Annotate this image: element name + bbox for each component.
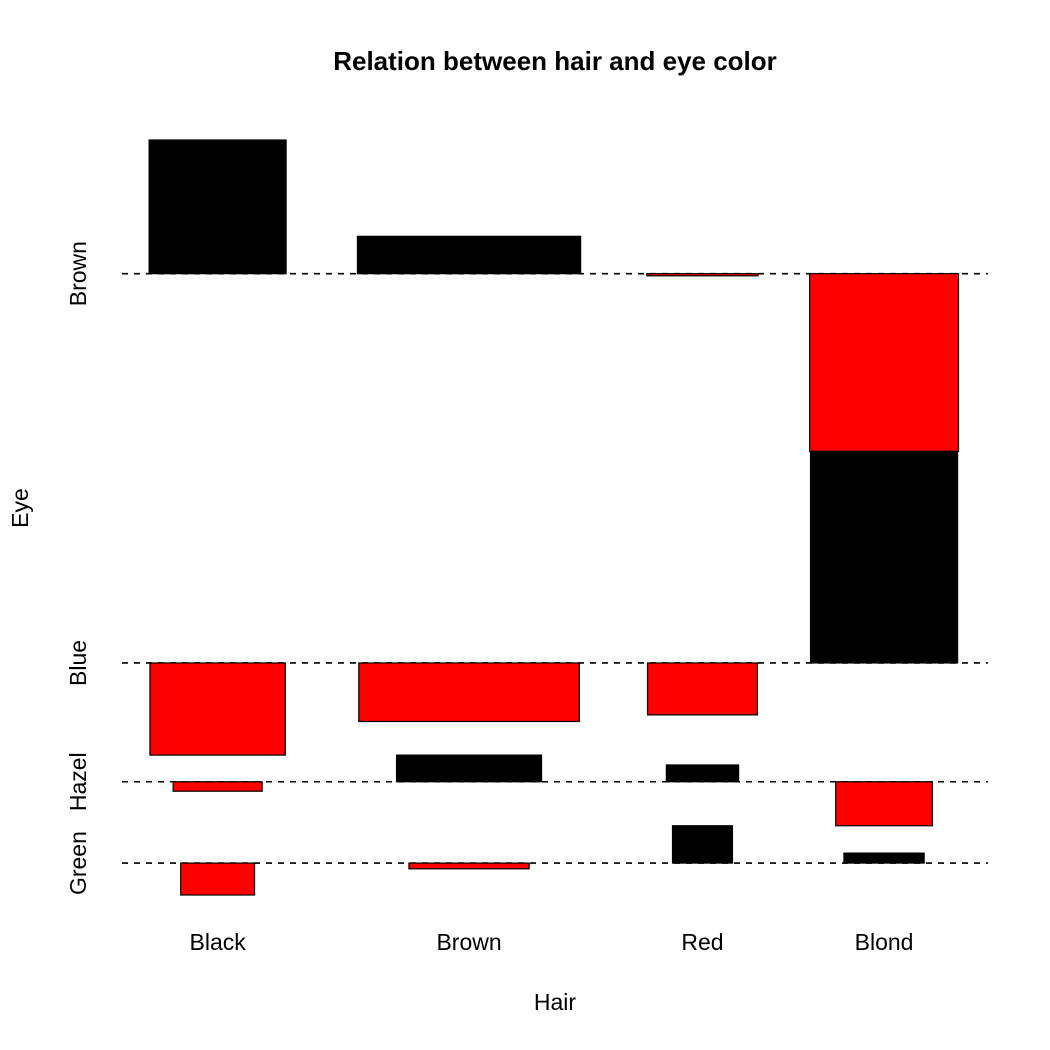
bar-red-brown: [646, 273, 759, 277]
x-axis-label: Hair: [534, 989, 577, 1015]
bar-blond-green: [843, 852, 925, 864]
bar-black-brown: [148, 139, 287, 275]
x-tick-label-blond: Blond: [855, 929, 914, 955]
bar-red-hazel: [665, 764, 740, 783]
bar-red-green: [671, 825, 734, 864]
bar-black-blue: [149, 662, 286, 756]
chart-title: Relation between hair and eye color: [333, 46, 777, 76]
bar-brown-hazel: [395, 754, 543, 783]
y-tick-label-green: Green: [65, 831, 91, 895]
bar-blond-hazel: [835, 781, 934, 827]
bar-blond-blue: [809, 450, 959, 664]
x-tick-label-brown: Brown: [436, 929, 501, 955]
bar-black-green: [180, 862, 256, 896]
bars: [148, 139, 960, 896]
bar-red-blue: [646, 662, 759, 716]
y-tick-label-brown: Brown: [65, 241, 91, 306]
y-axis-label: Eye: [7, 488, 33, 528]
y-tick-labels: Brown Blue Hazel Green: [65, 241, 91, 895]
bar-brown-blue: [358, 662, 580, 723]
x-tick-label-red: Red: [681, 929, 723, 955]
bar-blond-brown: [809, 273, 960, 452]
x-tick-labels: Black Brown Red Blond: [190, 929, 914, 955]
x-tick-label-black: Black: [190, 929, 247, 955]
bar-brown-brown: [356, 235, 582, 275]
y-tick-label-blue: Blue: [65, 640, 91, 686]
bar-black-hazel: [172, 781, 263, 792]
bar-brown-green: [408, 862, 530, 870]
y-tick-label-hazel: Hazel: [65, 752, 91, 811]
